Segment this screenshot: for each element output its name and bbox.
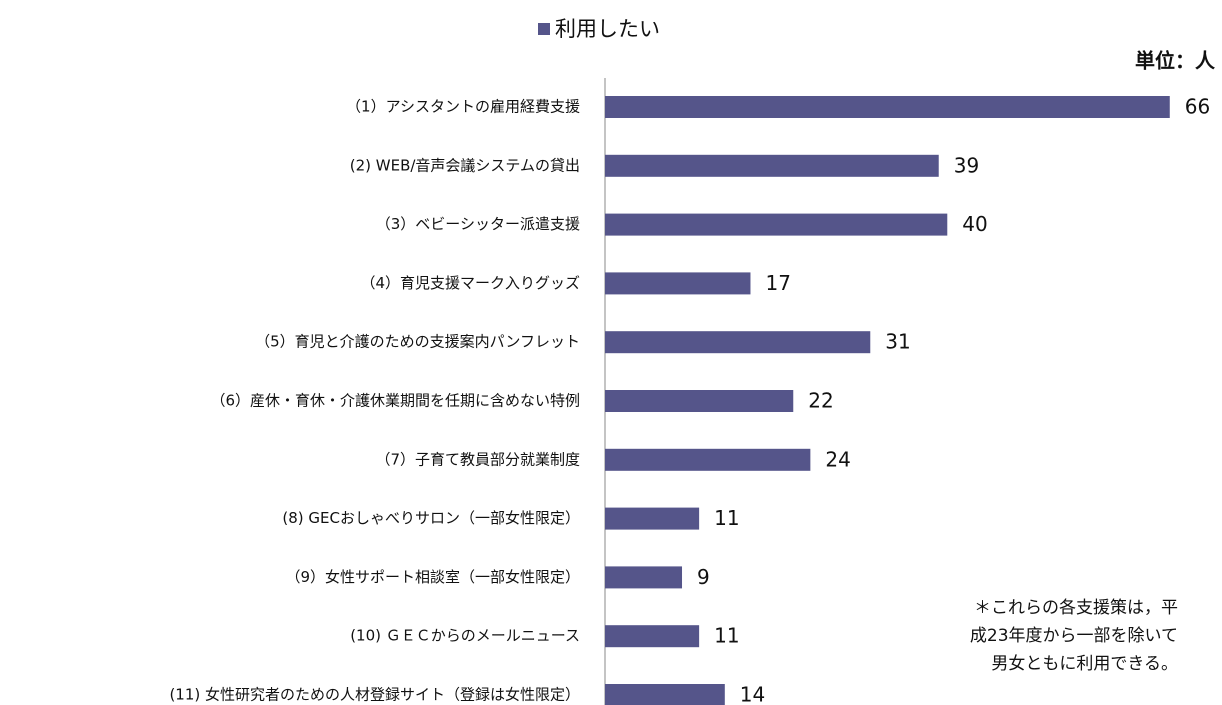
note: 成23年度から一部を除いて — [970, 626, 1178, 646]
value-label: 11 — [714, 624, 739, 648]
value-label: 39 — [954, 153, 979, 177]
category-label: (11) 女性研究者のための人材登録サイト（登録は女性限定） — [169, 686, 580, 704]
category-label: (10) ＧＥＣからのメールニュース — [350, 627, 580, 645]
legend-swatch — [538, 23, 550, 35]
value-label: 14 — [740, 683, 765, 705]
bar — [605, 272, 751, 295]
category-label: （7）子育て教員部分就業制度 — [375, 450, 580, 468]
value-label: 40 — [962, 212, 987, 236]
value-label: 9 — [697, 565, 710, 589]
category-label: （3）ベビーシッター派遣支援 — [376, 215, 580, 233]
note: ＊これらの各支援策は，平 — [974, 598, 1178, 618]
category-label: （6）産休・育休・介護休業期間を任期に含めない特例 — [210, 392, 580, 410]
category-label: (2) WEB/音声会議システムの貸出 — [350, 156, 580, 174]
bar — [605, 625, 700, 648]
bar — [605, 507, 700, 530]
bar — [605, 96, 1170, 118]
bar — [605, 213, 948, 236]
category-label: （9）女性サポート相談室（一部女性限定） — [285, 568, 580, 586]
value-label: 17 — [765, 271, 790, 295]
bar — [605, 448, 811, 471]
value-label: 22 — [808, 389, 833, 413]
unit-label: 単位：人 — [1135, 49, 1216, 73]
legend-label: 利用したい — [555, 17, 660, 41]
value-label: 31 — [885, 330, 910, 354]
note: 男女ともに利用できる。 — [991, 654, 1178, 674]
category-label: （1）アシスタントの雇用経費支援 — [346, 98, 580, 116]
bar — [605, 331, 871, 354]
bar — [605, 566, 683, 589]
category-label: （4）育児支援マーク入りグッズ — [360, 274, 580, 292]
category-label: （5）育児と介護のための支援案内パンフレット — [255, 333, 580, 351]
value-label: 66 — [1185, 95, 1210, 119]
value-label: 24 — [825, 447, 850, 471]
bar — [605, 684, 725, 705]
bar — [605, 390, 794, 412]
category-label: (8) GECおしゃべりサロン（一部女性限定） — [282, 509, 580, 527]
bar — [605, 154, 939, 177]
value-label: 11 — [714, 506, 739, 530]
